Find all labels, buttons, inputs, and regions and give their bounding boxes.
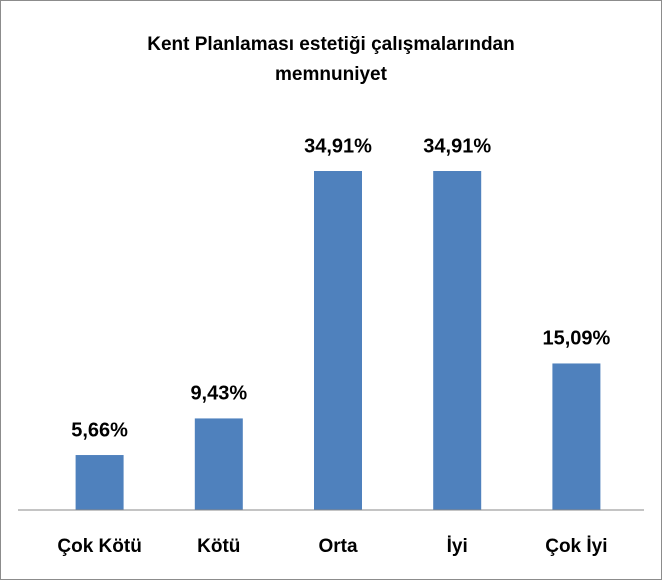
- x-tick-label: Çok İyi: [545, 536, 607, 557]
- data-label: 34,91%: [423, 135, 491, 157]
- x-tick-label: Çok Kötü: [57, 536, 141, 557]
- bar: [433, 171, 482, 510]
- data-label: 5,66%: [71, 419, 128, 441]
- chart-title: Kent Planlaması estetiği çalışmalarından…: [147, 34, 515, 85]
- bar: [314, 171, 362, 510]
- data-label: 15,09%: [542, 328, 610, 350]
- bar: [75, 455, 124, 510]
- x-tick-label: Kötü: [197, 536, 240, 557]
- bar: [194, 418, 243, 510]
- data-label: 34,91%: [304, 135, 372, 157]
- x-tick-label: Orta: [318, 536, 358, 557]
- data-label: 9,43%: [190, 383, 247, 405]
- x-tick-label: İyi: [447, 536, 468, 557]
- bar: [552, 363, 601, 510]
